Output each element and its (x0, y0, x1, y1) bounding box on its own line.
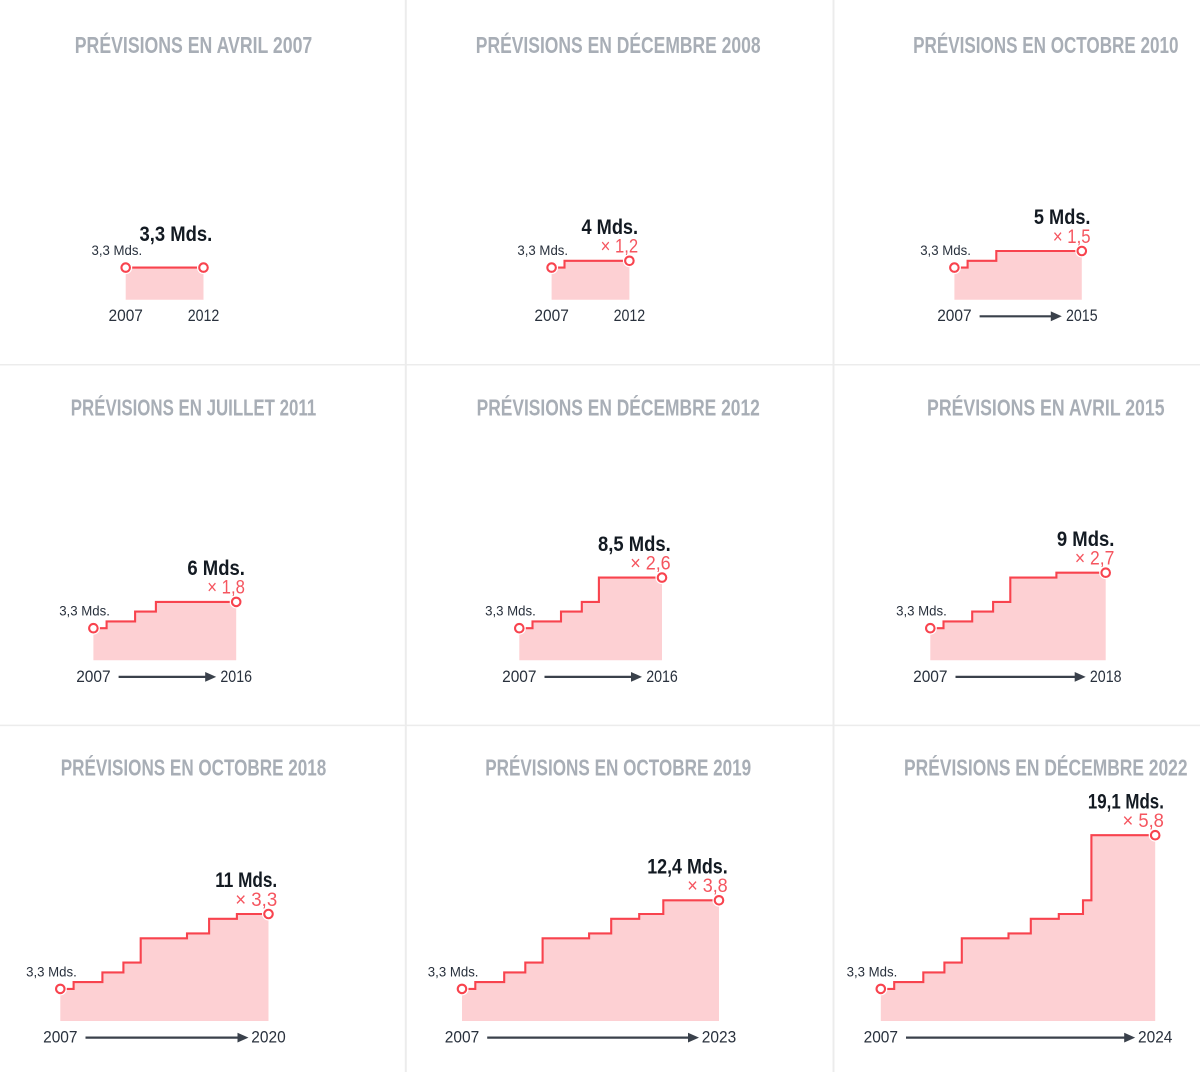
svg-text:2007: 2007 (913, 668, 947, 686)
svg-text:3,3 Mds.: 3,3 Mds. (517, 242, 568, 258)
svg-text:2016: 2016 (646, 668, 678, 686)
svg-text:9 Mds.: 9 Mds. (1057, 527, 1115, 551)
svg-text:PRÉVISIONS EN OCTOBRE 2018: PRÉVISIONS EN OCTOBRE 2018 (61, 754, 327, 781)
svg-text:× 5,8: × 5,8 (1123, 810, 1164, 832)
svg-text:× 1,2: × 1,2 (601, 236, 639, 258)
svg-text:2020: 2020 (251, 1029, 285, 1047)
svg-text:2007: 2007 (864, 1029, 898, 1047)
svg-text:PRÉVISIONS EN DÉCEMBRE 2008: PRÉVISIONS EN DÉCEMBRE 2008 (476, 31, 761, 58)
svg-text:11 Mds.: 11 Mds. (215, 868, 277, 892)
svg-text:3,3 Mds.: 3,3 Mds. (92, 242, 143, 258)
svg-text:19,1 Mds.: 19,1 Mds. (1088, 789, 1164, 813)
svg-text:× 3,8: × 3,8 (687, 875, 728, 897)
svg-text:× 2,6: × 2,6 (630, 552, 671, 574)
svg-text:PRÉVISIONS EN DÉCEMBRE 2012: PRÉVISIONS EN DÉCEMBRE 2012 (477, 394, 760, 421)
svg-text:3,3 Mds.: 3,3 Mds. (59, 603, 110, 619)
svg-text:PRÉVISIONS EN DÉCEMBRE 2022: PRÉVISIONS EN DÉCEMBRE 2022 (904, 754, 1188, 781)
svg-text:× 1,5: × 1,5 (1053, 226, 1091, 248)
svg-text:12,4 Mds.: 12,4 Mds. (647, 855, 728, 879)
svg-text:3,3 Mds.: 3,3 Mds. (428, 963, 479, 979)
svg-text:2007: 2007 (534, 307, 568, 325)
svg-text:2007: 2007 (43, 1029, 77, 1047)
svg-text:2007: 2007 (445, 1029, 479, 1047)
svg-text:2012: 2012 (614, 307, 646, 325)
svg-text:3,3 Mds.: 3,3 Mds. (920, 242, 971, 258)
svg-text:3,3 Mds.: 3,3 Mds. (26, 963, 77, 979)
svg-text:4 Mds.: 4 Mds. (582, 215, 639, 239)
svg-text:3,3 Mds.: 3,3 Mds. (896, 603, 947, 619)
svg-text:2024: 2024 (1138, 1029, 1172, 1047)
svg-text:PRÉVISIONS EN AVRIL 2015: PRÉVISIONS EN AVRIL 2015 (927, 394, 1165, 421)
svg-text:2007: 2007 (109, 307, 143, 325)
svg-text:2012: 2012 (188, 307, 220, 325)
svg-text:2007: 2007 (502, 668, 536, 686)
svg-text:PRÉVISIONS EN OCTOBRE 2010: PRÉVISIONS EN OCTOBRE 2010 (913, 31, 1178, 58)
svg-text:2018: 2018 (1090, 668, 1122, 686)
svg-text:2015: 2015 (1066, 307, 1098, 325)
svg-text:6 Mds.: 6 Mds. (187, 556, 245, 580)
svg-text:3,3 Mds.: 3,3 Mds. (485, 603, 536, 619)
svg-text:× 1,8: × 1,8 (207, 577, 245, 599)
svg-text:5 Mds.: 5 Mds. (1034, 205, 1091, 229)
svg-text:3,3 Mds.: 3,3 Mds. (847, 963, 898, 979)
svg-text:2023: 2023 (702, 1029, 736, 1047)
svg-text:8,5 Mds.: 8,5 Mds. (598, 532, 671, 556)
svg-text:2016: 2016 (220, 668, 252, 686)
svg-text:2007: 2007 (937, 307, 971, 325)
svg-text:3,3 Mds.: 3,3 Mds. (140, 222, 213, 246)
svg-text:× 3,3: × 3,3 (235, 889, 277, 911)
svg-text:2007: 2007 (76, 668, 110, 686)
svg-text:× 2,7: × 2,7 (1075, 548, 1115, 570)
svg-text:PRÉVISIONS EN OCTOBRE 2019: PRÉVISIONS EN OCTOBRE 2019 (485, 754, 751, 781)
svg-text:PRÉVISIONS EN AVRIL 2007: PRÉVISIONS EN AVRIL 2007 (75, 31, 313, 58)
svg-text:PRÉVISIONS EN JUILLET 2011: PRÉVISIONS EN JUILLET 2011 (71, 394, 317, 421)
